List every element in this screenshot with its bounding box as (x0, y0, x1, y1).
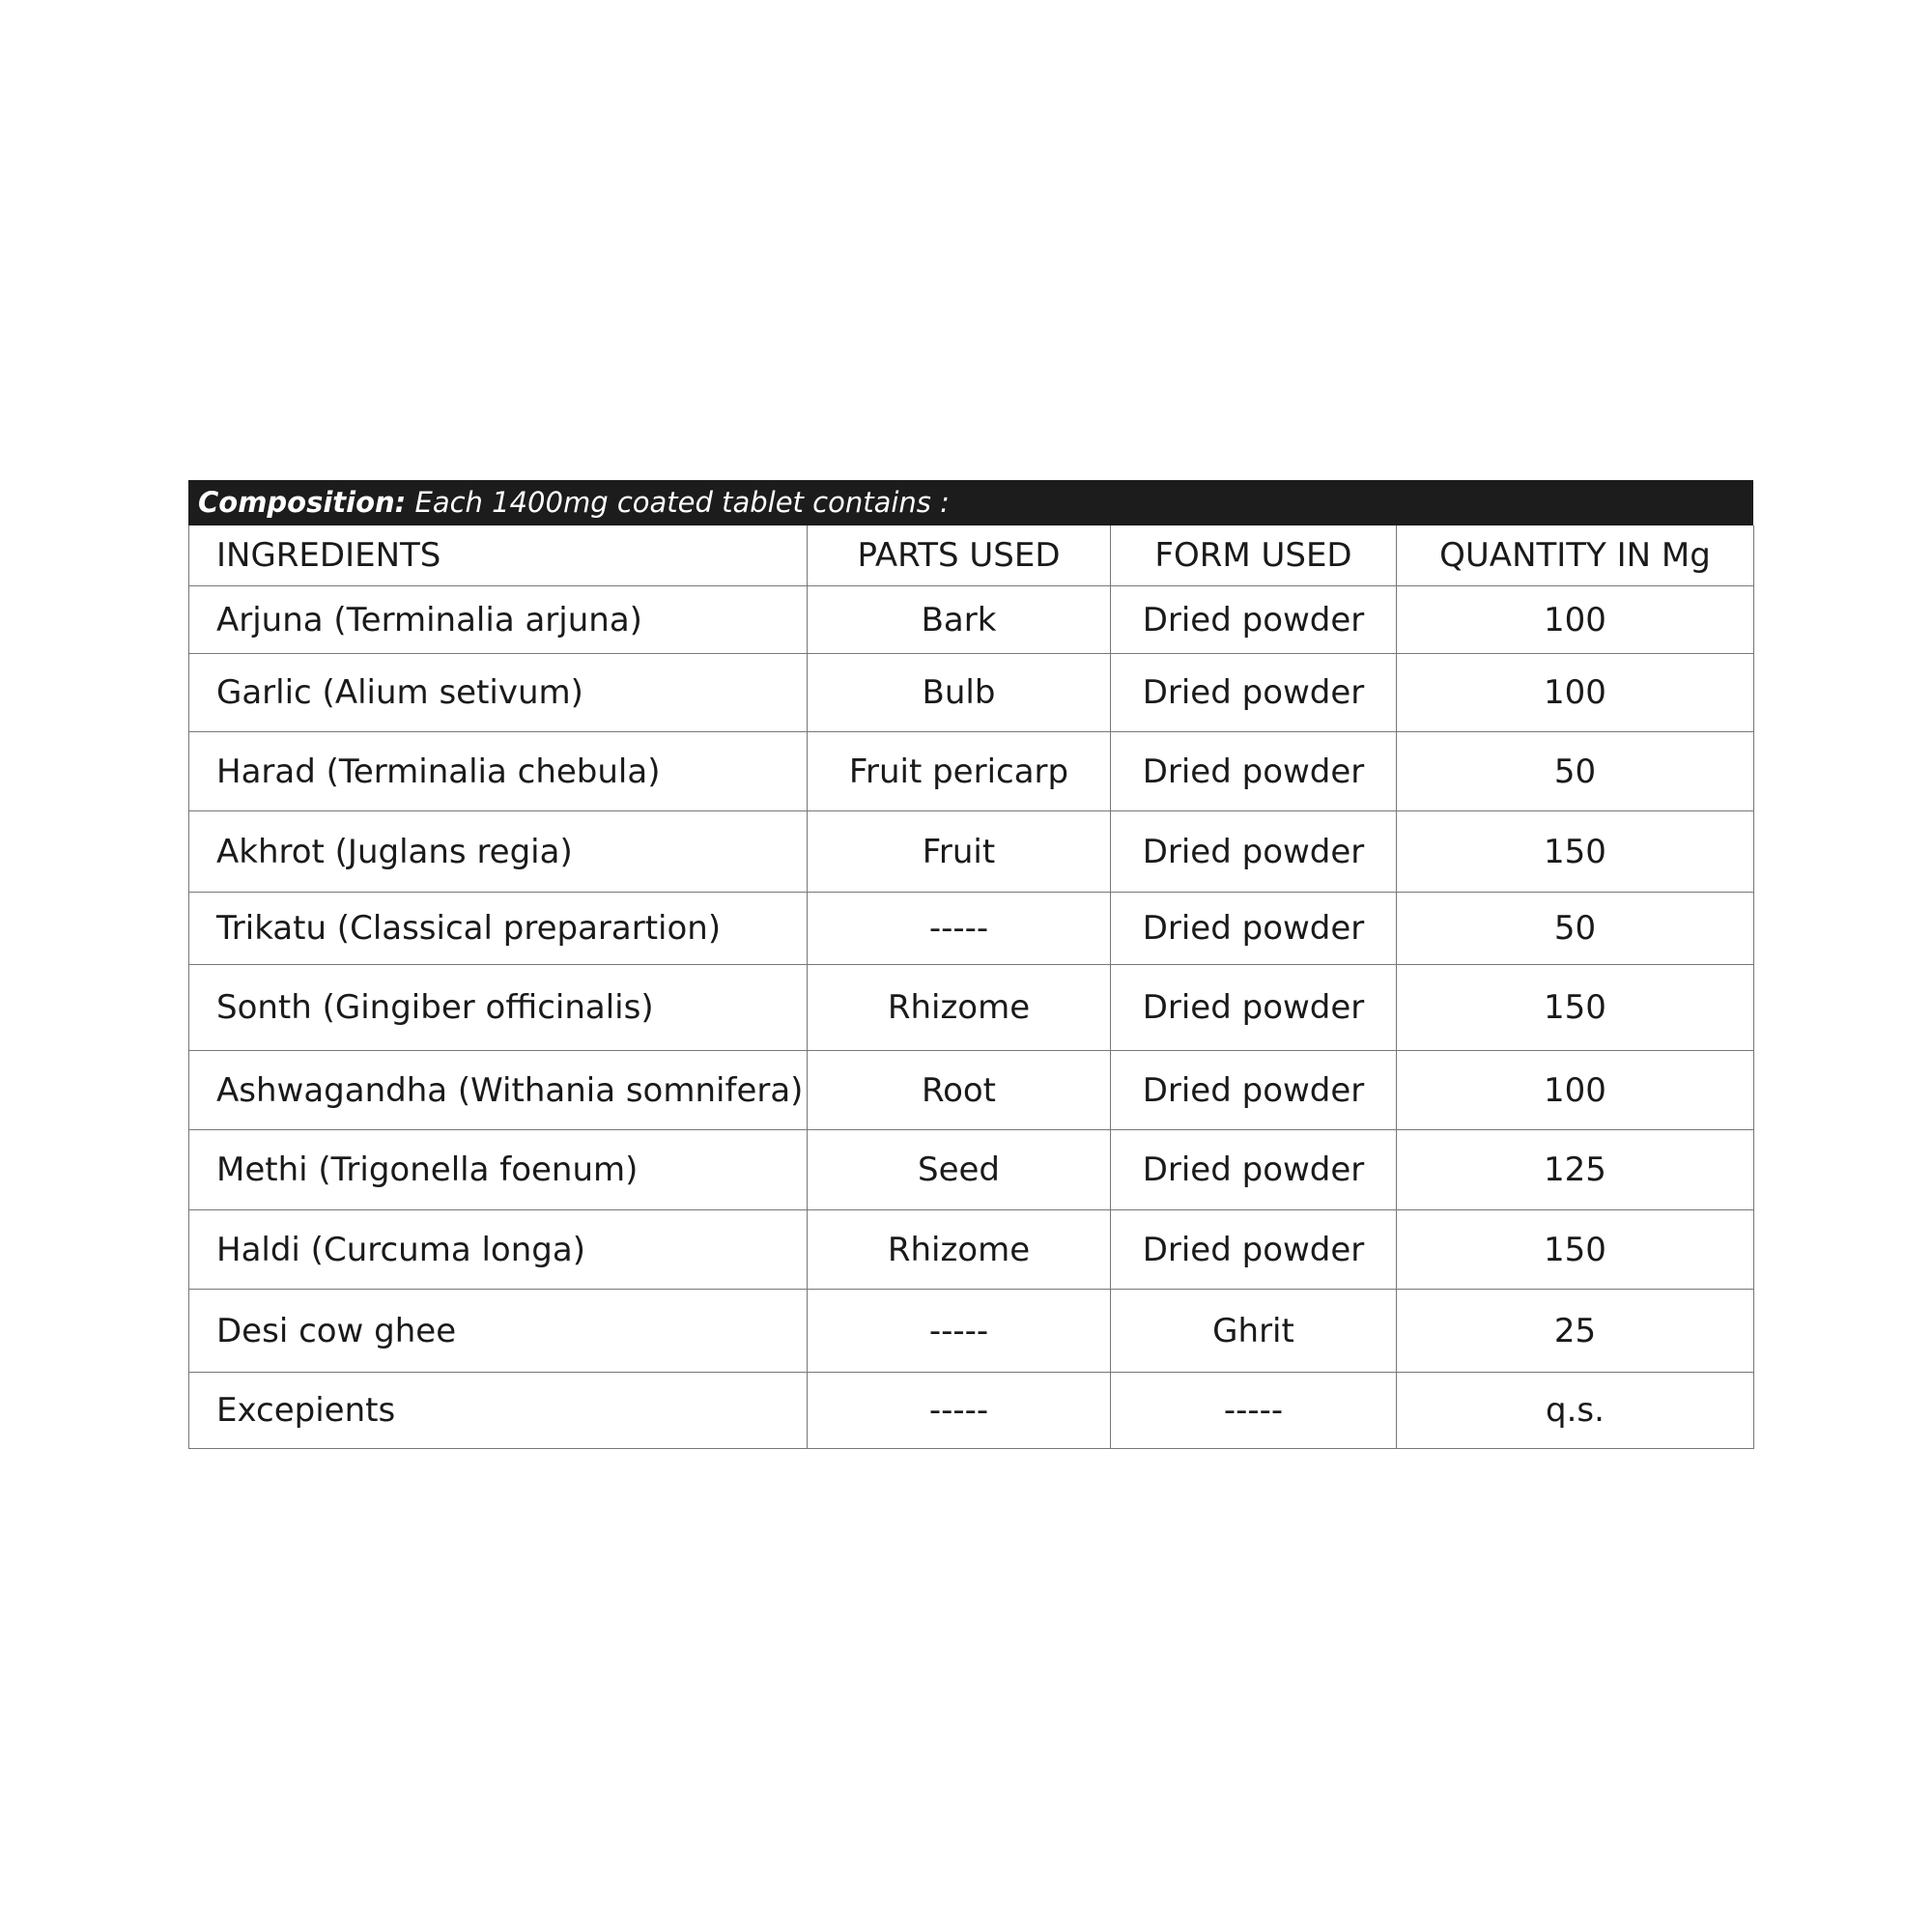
header-row: INGREDIENTS PARTS USED FORM USED QUANTIT… (188, 526, 1754, 586)
column-header-ingredients: INGREDIENTS (188, 526, 808, 586)
table-row: Ashwagandha (Withania somnifera) Root Drie… (188, 1050, 1754, 1130)
table-row: Haldi (Curcuma longa) Rhizome Dried powder… (188, 1209, 1754, 1290)
cell-parts-used: Fruit (807, 810, 1111, 893)
composition-text: Each 1400mg coated tablet contains : (414, 486, 950, 519)
cell-ingredient: Garlic (Alium setivum) (188, 653, 808, 732)
table-row: Akhrot (Juglans regia) Fruit Dried powder 1… (188, 810, 1754, 893)
cell-quantity: q.s. (1396, 1372, 1754, 1449)
table-row: Desi cow ghee ----- Ghrit 25 (188, 1289, 1754, 1373)
cell-form-used: Dried powder (1110, 731, 1397, 811)
cell-parts-used: Bulb (807, 653, 1111, 732)
ingredients-table: INGREDIENTS PARTS USED FORM USED QUANTIT… (188, 526, 1754, 1449)
cell-form-used: Dried powder (1110, 585, 1397, 654)
cell-parts-used: ----- (807, 1289, 1111, 1373)
table-row: Trikatu (Classical preparartion) ----- Dri… (188, 892, 1754, 965)
cell-ingredient: Excepients (188, 1372, 808, 1449)
cell-parts-used: Fruit pericarp (807, 731, 1111, 811)
cell-ingredient: Ashwagandha (Withania somnifera) (188, 1050, 808, 1130)
cell-form-used: Dried powder (1110, 810, 1397, 893)
cell-ingredient: Harad (Terminalia chebula) (188, 731, 808, 811)
column-header-quantity: QUANTITY IN Mg (1396, 526, 1754, 586)
cell-quantity: 150 (1396, 964, 1754, 1051)
cell-form-used: Dried powder (1110, 892, 1397, 965)
cell-form-used: Dried powder (1110, 1129, 1397, 1210)
cell-form-used: Dried powder (1110, 1050, 1397, 1130)
table-row: Garlic (Alium setivum) Bulb Dried powder 10… (188, 653, 1754, 732)
cell-ingredient: Methi (Trigonella foenum) (188, 1129, 808, 1210)
cell-ingredient: Arjuna (Terminalia arjuna) (188, 585, 808, 654)
cell-form-used: Dried powder (1110, 1209, 1397, 1290)
cell-ingredient: Haldi (Curcuma longa) (188, 1209, 808, 1290)
composition-header: Composition: Each 1400mg coated tablet c… (188, 480, 1753, 526)
table-row: Methi (Trigonella foenum) Seed Dried powde… (188, 1129, 1754, 1210)
cell-parts-used: Bark (807, 585, 1111, 654)
cell-form-used: Dried powder (1110, 653, 1397, 732)
cell-ingredient: Akhrot (Juglans regia) (188, 810, 808, 893)
cell-quantity: 125 (1396, 1129, 1754, 1210)
table-row: Sonth (Gingiber officinalis) Rhizome Dried… (188, 964, 1754, 1051)
cell-parts-used: ----- (807, 1372, 1111, 1449)
cell-quantity: 100 (1396, 653, 1754, 732)
cell-parts-used: ----- (807, 892, 1111, 965)
cell-quantity: 50 (1396, 892, 1754, 965)
cell-ingredient: Sonth (Gingiber officinalis) (188, 964, 808, 1051)
cell-parts-used: Seed (807, 1129, 1111, 1210)
cell-quantity: 100 (1396, 1050, 1754, 1130)
cell-form-used: ----- (1110, 1372, 1397, 1449)
cell-quantity: 50 (1396, 731, 1754, 811)
table-row: Arjuna (Terminalia arjuna) Bark Dried powd… (188, 585, 1754, 654)
cell-ingredient: Desi cow ghee (188, 1289, 808, 1373)
cell-parts-used: Rhizome (807, 1209, 1111, 1290)
cell-quantity: 100 (1396, 585, 1754, 654)
column-header-form-used: FORM USED (1110, 526, 1397, 586)
column-header-parts-used: PARTS USED (807, 526, 1111, 586)
composition-table: Composition: Each 1400mg coated tablet c… (188, 480, 1754, 1449)
composition-label: Composition: (198, 486, 407, 519)
cell-form-used: Dried powder (1110, 964, 1397, 1051)
cell-quantity: 25 (1396, 1289, 1754, 1373)
cell-parts-used: Rhizome (807, 964, 1111, 1051)
cell-form-used: Ghrit (1110, 1289, 1397, 1373)
table-row: Harad (Terminalia chebula) Fruit pericarp… (188, 731, 1754, 811)
cell-ingredient: Trikatu (Classical preparartion) (188, 892, 808, 965)
table-row: Excepients ----- ----- q.s. (188, 1372, 1754, 1449)
cell-quantity: 150 (1396, 1209, 1754, 1290)
cell-quantity: 150 (1396, 810, 1754, 893)
cell-parts-used: Root (807, 1050, 1111, 1130)
